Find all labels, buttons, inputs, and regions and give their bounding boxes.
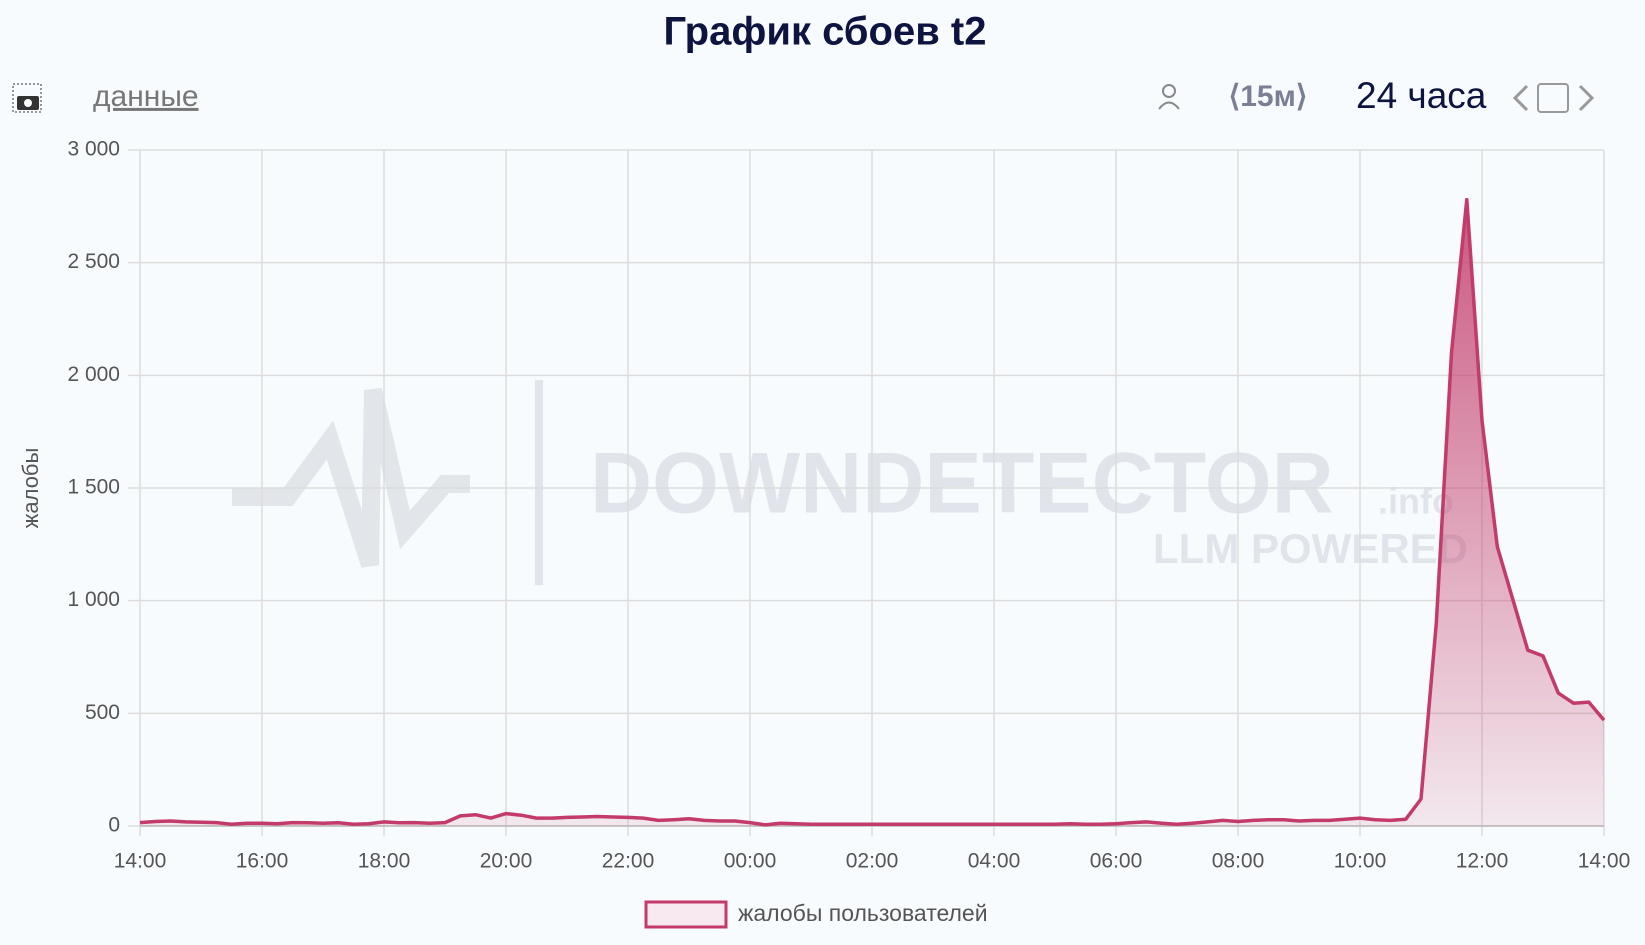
x-tick-label: 18:00: [358, 850, 411, 873]
area-fill: [140, 199, 1604, 827]
y-tick-label: 3 000: [67, 138, 120, 161]
watermark-brand: DOWNDETECTOR: [590, 436, 1334, 532]
legend-swatch[interactable]: [644, 900, 728, 929]
y-tick-label: 0: [108, 814, 120, 837]
y-axis-label: жалобы: [18, 448, 43, 529]
range-button[interactable]: 24 часа: [1356, 75, 1487, 116]
watermark-tagline: LLM POWERED: [1153, 525, 1468, 572]
x-tick-label: 20:00: [480, 850, 533, 873]
y-tick-label: 500: [85, 701, 120, 724]
x-tick-label: 14:00: [114, 850, 167, 873]
date-nav[interactable]: [1512, 83, 1595, 113]
x-tick-label: 00:00: [724, 850, 777, 873]
data-link[interactable]: данные: [93, 80, 199, 113]
user-icon[interactable]: [1158, 84, 1180, 110]
legend-label[interactable]: жалобы пользователей: [738, 900, 988, 926]
watermark: DOWNDETECTOR .info LLM POWERED: [232, 380, 1468, 585]
interval-button[interactable]: ⟨15м⟩: [1229, 80, 1308, 113]
camera-icon[interactable]: [12, 83, 42, 113]
series-line: [139, 197, 1606, 827]
title: График сбоев t2: [664, 10, 987, 54]
x-tick-label: 16:00: [236, 850, 289, 873]
x-tick-label: 08:00: [1212, 850, 1265, 873]
x-tick-label: 22:00: [602, 850, 655, 873]
x-tick-label: 04:00: [968, 850, 1021, 873]
x-tick-label: 06:00: [1090, 850, 1143, 873]
y-tick-label: 1 000: [67, 588, 120, 611]
x-tick-label: 02:00: [846, 850, 899, 873]
x-tick-label: 10:00: [1334, 850, 1387, 873]
y-tick-label: 1 500: [67, 476, 120, 499]
y-tick-label: 2 000: [67, 363, 120, 386]
x-tick-label: 12:00: [1456, 850, 1509, 873]
x-tick-label: 14:00: [1578, 850, 1631, 873]
y-tick-label: 2 500: [67, 250, 120, 273]
